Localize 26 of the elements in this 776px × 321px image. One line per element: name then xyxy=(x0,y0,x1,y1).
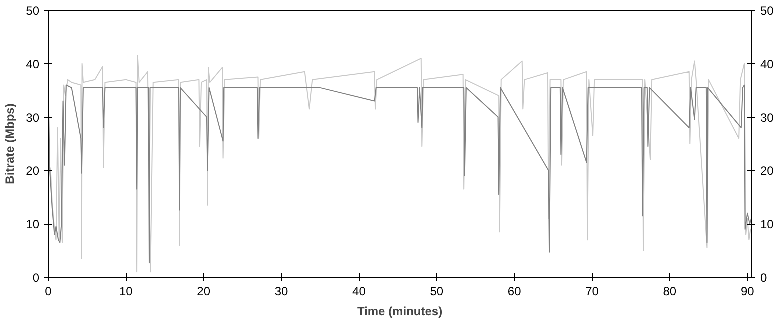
x-tick-label: 80 xyxy=(663,284,677,298)
y2-tick-label: 20 xyxy=(760,164,774,178)
line-series xyxy=(48,84,752,264)
x-axis-title: Time (minutes) xyxy=(357,304,443,318)
y-tick-label: 30 xyxy=(26,110,40,125)
y-tick-label: 50 xyxy=(26,4,40,18)
y-axis-title: Bitrate (Mbps) xyxy=(3,104,18,184)
x-tick-label: 0 xyxy=(45,284,52,298)
y-tick-label: 0 xyxy=(32,271,40,285)
x-tick-label: 50 xyxy=(430,284,444,298)
x-tick-label: 40 xyxy=(352,284,366,298)
y2-tick-label: 0 xyxy=(760,271,768,285)
line-series xyxy=(48,55,752,273)
x-tick-label: 90 xyxy=(740,284,755,298)
x-tick-label: 70 xyxy=(586,284,600,298)
x-tick-label: 30 xyxy=(274,284,289,298)
x-tick-label: 60 xyxy=(508,284,522,298)
y2-tick-label: 50 xyxy=(760,4,774,18)
y-tick-label: 10 xyxy=(26,218,40,232)
y2-tick-label: 10 xyxy=(760,218,774,232)
x-tick-label: 20 xyxy=(197,284,211,298)
x-tick-label: 10 xyxy=(120,284,134,298)
y-tick-label: 20 xyxy=(26,164,40,178)
y-tick-label: 40 xyxy=(26,57,40,72)
y2-tick-label: 30 xyxy=(760,110,774,125)
y2-tick-label: 40 xyxy=(760,57,774,72)
